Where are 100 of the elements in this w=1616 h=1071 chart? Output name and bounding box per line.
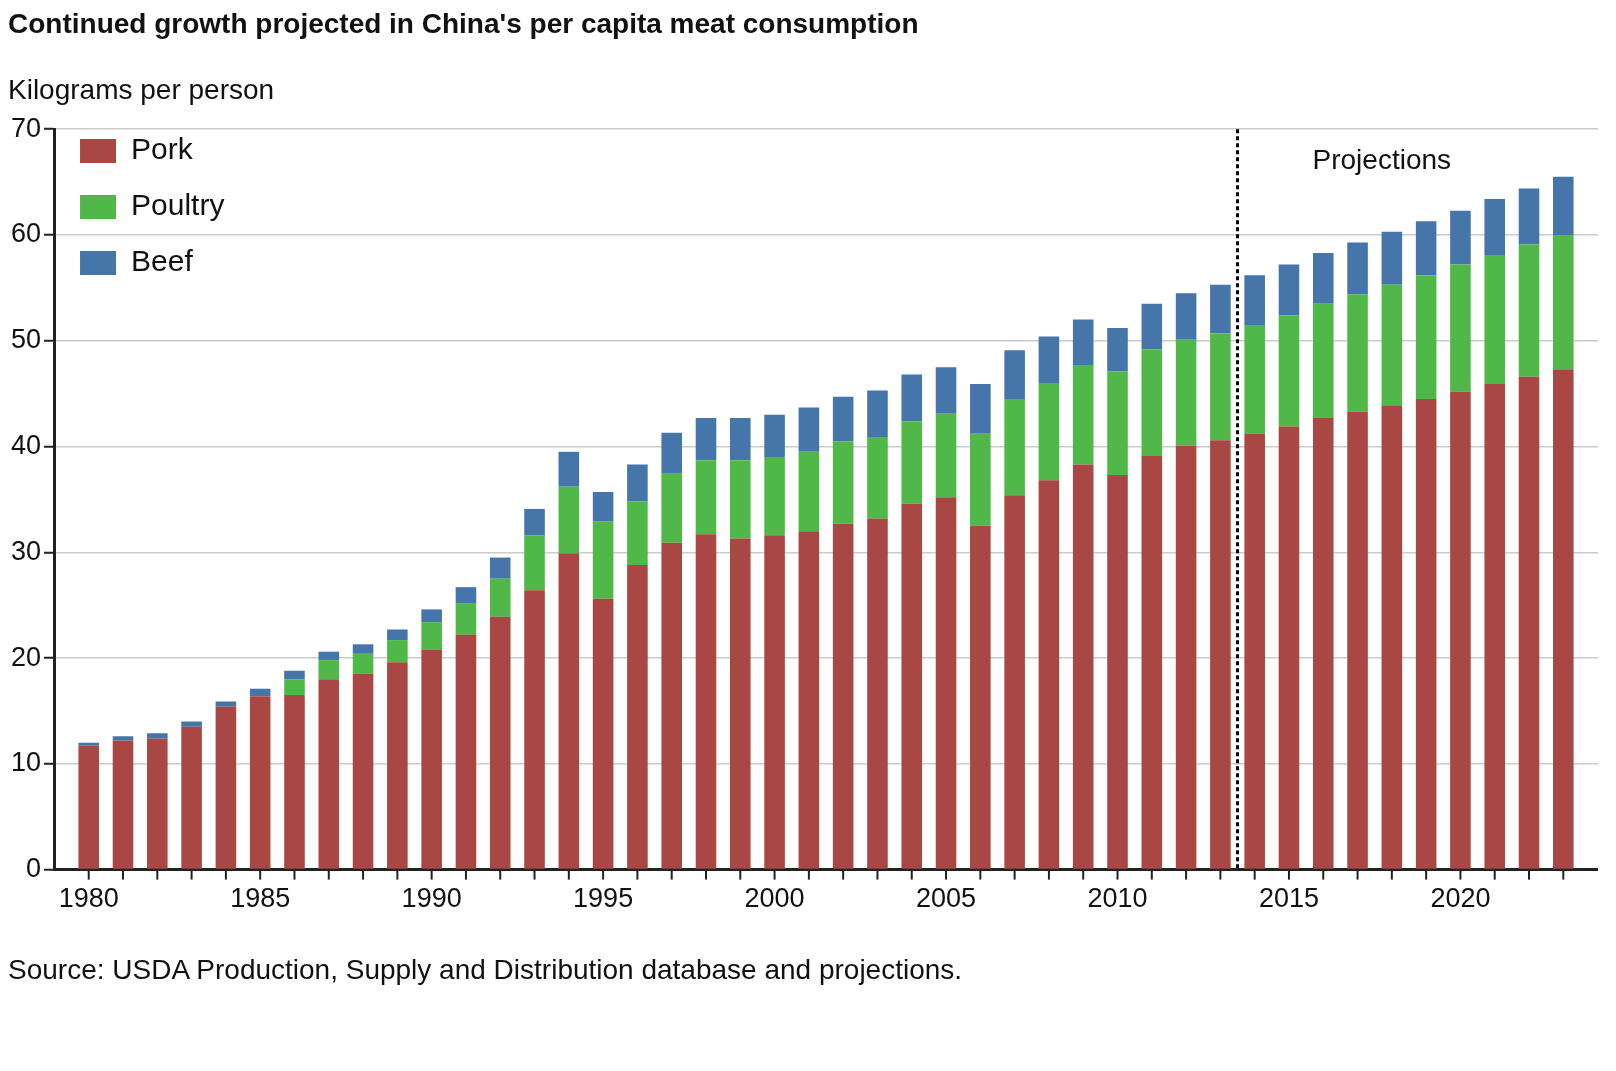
- bar: [661, 472, 682, 543]
- bar: [867, 518, 888, 869]
- bar: [421, 649, 442, 869]
- bar: [1484, 255, 1506, 385]
- y-tick-label: 70: [10, 112, 42, 143]
- bar: [1072, 319, 1094, 366]
- bar: [1038, 480, 1060, 869]
- bar: [249, 688, 271, 697]
- bar: [1484, 199, 1506, 256]
- bar: [524, 590, 545, 869]
- bar: [695, 460, 717, 535]
- bar: [970, 384, 991, 434]
- y-tick-label: 60: [10, 218, 42, 249]
- legend-label: Poultry: [131, 188, 225, 222]
- bar: [1278, 264, 1300, 316]
- bar: [1107, 328, 1128, 372]
- bar: [524, 535, 545, 591]
- x-tick-label: 2020: [1430, 883, 1491, 914]
- bar: [1450, 210, 1471, 265]
- bar: [730, 538, 751, 869]
- bar: [1450, 391, 1471, 869]
- bar: [901, 374, 923, 422]
- bar: [1107, 475, 1128, 869]
- bar: [421, 622, 442, 650]
- y-tick-label: 40: [10, 429, 42, 460]
- bar: [352, 644, 374, 654]
- bar: [215, 701, 237, 707]
- bar: [798, 451, 820, 532]
- bar: [78, 742, 100, 746]
- bar: [1553, 369, 1574, 869]
- bar: [489, 578, 511, 617]
- bar: [318, 660, 340, 680]
- bar: [147, 738, 168, 869]
- bar: [249, 696, 271, 869]
- bar: [1038, 383, 1060, 481]
- ref-line-label: Projections: [1312, 143, 1452, 175]
- bar: [1484, 384, 1506, 869]
- bar: [1553, 176, 1574, 235]
- bar: [592, 521, 614, 599]
- bar: [1347, 294, 1368, 412]
- bar: [970, 525, 991, 869]
- x-tick-label: 1990: [401, 883, 462, 914]
- bar: [764, 414, 785, 458]
- x-tick-label: 2005: [916, 883, 977, 914]
- bar: [1415, 398, 1437, 869]
- bar: [558, 553, 580, 869]
- bar: [901, 421, 923, 504]
- chart-title: Continued growth projected in China's per capita meat consumption: [8, 8, 920, 40]
- bar: [1004, 350, 1025, 399]
- bar: [867, 390, 888, 437]
- bar: [592, 598, 614, 869]
- bar: [284, 670, 305, 680]
- bar: [1347, 242, 1368, 295]
- bar: [352, 673, 374, 869]
- bar: [421, 609, 442, 623]
- bar: [695, 417, 717, 461]
- bar: [627, 564, 648, 869]
- bar: [1141, 349, 1163, 457]
- bar: [901, 503, 923, 869]
- bar: [112, 736, 134, 741]
- bar: [455, 603, 477, 635]
- bar: [352, 653, 374, 674]
- bar: [1381, 231, 1403, 285]
- bar: [147, 733, 168, 739]
- bar: [1381, 405, 1403, 869]
- bar: [832, 396, 854, 442]
- legend-label: Pork: [131, 132, 194, 166]
- x-tick-label: 2015: [1258, 883, 1320, 914]
- bar: [78, 745, 100, 869]
- y-tick-label: 0: [26, 853, 42, 884]
- y-tick-label: 20: [10, 641, 42, 672]
- bar: [1210, 440, 1231, 869]
- bar: [730, 417, 751, 461]
- bar: [1347, 411, 1368, 869]
- legend-label: Beef: [131, 244, 194, 278]
- bar: [1518, 376, 1540, 869]
- bar: [832, 523, 854, 869]
- bar: [1107, 371, 1128, 476]
- bar: [455, 634, 477, 869]
- bar: [1415, 221, 1437, 276]
- bar: [284, 695, 305, 869]
- bar: [1175, 339, 1197, 446]
- bar: [970, 433, 991, 526]
- bar: [798, 407, 820, 452]
- bar: [558, 486, 580, 554]
- bar: [1175, 293, 1197, 340]
- bar: [387, 640, 408, 663]
- bar: [661, 542, 682, 869]
- bar: [1312, 303, 1334, 418]
- bar: [764, 457, 785, 536]
- bar: [215, 706, 237, 869]
- bar: [387, 662, 408, 869]
- bar: [181, 726, 202, 869]
- x-tick-label: 2000: [744, 883, 805, 914]
- bar: [489, 616, 511, 869]
- bar: [1244, 433, 1265, 869]
- bar: [695, 534, 717, 869]
- bar: [1553, 234, 1574, 370]
- bar: [1141, 456, 1163, 869]
- y-tick-label: 50: [10, 324, 42, 355]
